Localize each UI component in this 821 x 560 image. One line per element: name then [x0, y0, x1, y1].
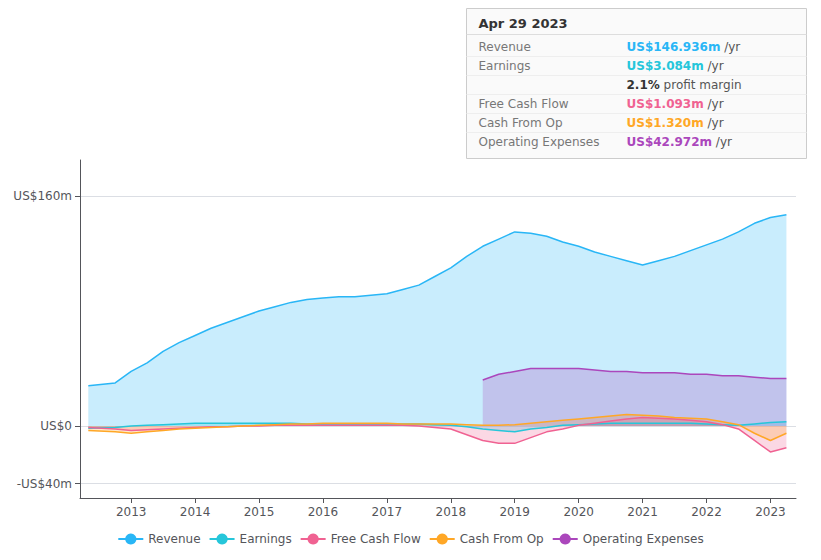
svg-text:2.1%: 2.1%	[627, 78, 660, 92]
svg-text:Revenue: Revenue	[148, 532, 200, 546]
svg-text:Free Cash Flow: Free Cash Flow	[479, 97, 569, 111]
svg-text:/yr: /yr	[708, 97, 724, 111]
svg-text:/yr: /yr	[724, 40, 740, 54]
svg-text:2021: 2021	[627, 505, 658, 519]
svg-text:2014: 2014	[180, 505, 211, 519]
svg-text:Cash From Op: Cash From Op	[479, 116, 563, 130]
svg-text:Earnings: Earnings	[479, 59, 531, 73]
svg-text:/yr: /yr	[708, 59, 724, 73]
svg-text:2019: 2019	[499, 505, 530, 519]
svg-text:2013: 2013	[116, 505, 147, 519]
svg-text:2018: 2018	[436, 505, 467, 519]
svg-text:US$42.972m: US$42.972m	[627, 135, 713, 149]
svg-text:2015: 2015	[244, 505, 275, 519]
svg-text:US$160m: US$160m	[13, 189, 72, 203]
svg-text:-US$40m: -US$40m	[17, 477, 72, 491]
svg-text:2017: 2017	[372, 505, 403, 519]
svg-text:US$0: US$0	[40, 419, 72, 433]
svg-text:/yr: /yr	[716, 135, 732, 149]
svg-text:Revenue: Revenue	[479, 40, 531, 54]
svg-text:US$1.320m: US$1.320m	[627, 116, 704, 130]
svg-text:Free Cash Flow: Free Cash Flow	[331, 532, 421, 546]
svg-text:2022: 2022	[691, 505, 722, 519]
svg-text:Earnings: Earnings	[240, 532, 292, 546]
svg-text:US$3.084m: US$3.084m	[627, 59, 704, 73]
svg-text:Operating Expenses: Operating Expenses	[479, 135, 600, 149]
svg-text:/yr: /yr	[708, 116, 724, 130]
svg-text:profit margin: profit margin	[664, 78, 742, 92]
svg-text:2016: 2016	[308, 505, 339, 519]
svg-text:US$146.936m: US$146.936m	[627, 40, 721, 54]
svg-text:Apr 29 2023: Apr 29 2023	[479, 16, 568, 31]
svg-text:Cash From Op: Cash From Op	[460, 532, 544, 546]
svg-text:Operating Expenses: Operating Expenses	[583, 532, 704, 546]
svg-text:2023: 2023	[755, 505, 786, 519]
svg-text:2020: 2020	[563, 505, 594, 519]
svg-text:US$1.093m: US$1.093m	[627, 97, 704, 111]
